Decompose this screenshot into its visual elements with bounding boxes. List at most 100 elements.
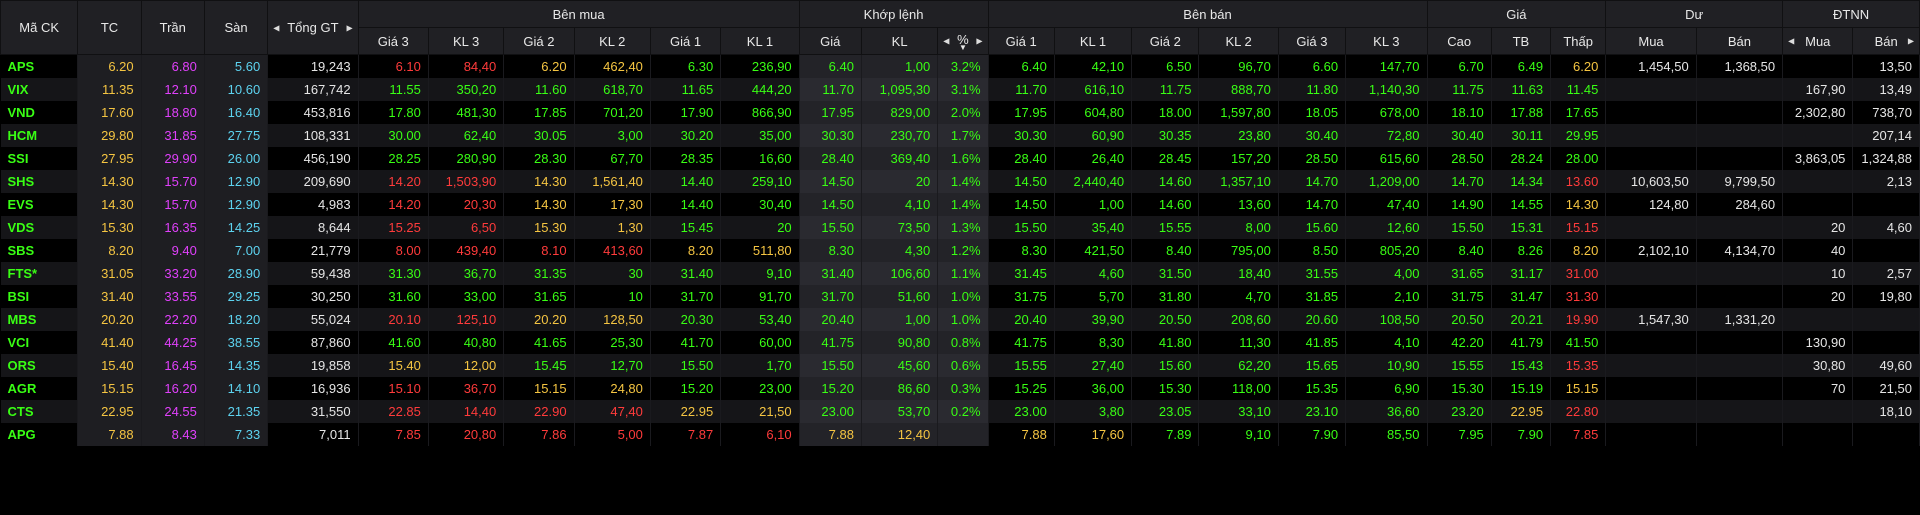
ask-cell[interactable]: 26,40 — [1054, 147, 1133, 170]
ask-cell[interactable]: 15.30 — [1131, 377, 1200, 400]
bid-cell[interactable]: 14.40 — [650, 170, 722, 193]
ask-cell[interactable]: 11,30 — [1198, 331, 1279, 354]
ask-cell[interactable]: 11.70 — [988, 78, 1055, 101]
ask-cell[interactable]: 17,60 — [1054, 423, 1133, 446]
ask-cell[interactable]: 15.60 — [1131, 354, 1200, 377]
header-price-low[interactable]: Thấp — [1550, 27, 1607, 55]
bid-cell[interactable]: 20,30 — [428, 193, 505, 216]
table-row[interactable]: BSI 31.40 33.55 29.25 30,250 31.60 33,00 31.65 1… — [0, 285, 1920, 308]
ask-cell[interactable]: 6,90 — [1345, 377, 1428, 400]
bid-cell[interactable]: 6.30 — [650, 54, 722, 78]
symbol-cell[interactable]: VND — [0, 101, 79, 124]
ask-cell[interactable]: 41.80 — [1131, 331, 1200, 354]
bid-cell[interactable]: 11.60 — [503, 78, 575, 101]
bid-cell[interactable]: 91,70 — [720, 285, 800, 308]
bid-cell[interactable]: 618,70 — [574, 78, 651, 101]
ask-cell[interactable]: 35,40 — [1054, 216, 1133, 239]
ask-cell[interactable]: 8,00 — [1198, 216, 1279, 239]
symbol-cell[interactable]: SSI — [0, 147, 79, 170]
ask-cell[interactable]: 678,00 — [1345, 101, 1428, 124]
symbol-cell[interactable]: VDS — [0, 216, 79, 239]
bid-cell[interactable]: 47,40 — [574, 400, 651, 423]
ask-cell[interactable]: 12,60 — [1345, 216, 1428, 239]
bid-cell[interactable]: 30.00 — [358, 124, 429, 147]
caret-right-icon[interactable]: ▶ — [346, 23, 353, 32]
bid-cell[interactable]: 444,20 — [720, 78, 800, 101]
ask-cell[interactable]: 7.88 — [988, 423, 1055, 446]
ask-cell[interactable]: 13,60 — [1198, 193, 1279, 216]
ask-cell[interactable]: 147,70 — [1345, 54, 1428, 78]
bid-cell[interactable]: 17,30 — [574, 193, 651, 216]
bid-cell[interactable]: 16,60 — [720, 147, 800, 170]
bid-cell[interactable]: 9,10 — [720, 262, 800, 285]
ask-cell[interactable]: 15.50 — [988, 216, 1055, 239]
bid-cell[interactable]: 17.80 — [358, 101, 429, 124]
ask-cell[interactable]: 31.55 — [1278, 262, 1347, 285]
symbol-cell[interactable]: AGR — [0, 377, 79, 400]
header-match-price[interactable]: Giá — [798, 27, 862, 55]
ask-cell[interactable]: 15.35 — [1278, 377, 1347, 400]
bid-cell[interactable]: 6.10 — [358, 54, 429, 78]
header-symbol[interactable]: Mã CK — [0, 0, 79, 55]
bid-cell[interactable]: 15.15 — [503, 377, 575, 400]
ask-cell[interactable]: 31.50 — [1131, 262, 1200, 285]
bid-cell[interactable]: 14.20 — [358, 170, 429, 193]
symbol-cell[interactable]: BSI — [0, 285, 79, 308]
header-sell-kl1[interactable]: KL 1 — [1053, 27, 1133, 55]
bid-cell[interactable]: 6,10 — [720, 423, 800, 446]
bid-cell[interactable]: 8.10 — [503, 239, 575, 262]
ask-cell[interactable]: 28.50 — [1278, 147, 1347, 170]
bid-cell[interactable]: 33,00 — [428, 285, 505, 308]
bid-cell[interactable]: 20.20 — [503, 308, 575, 331]
bid-cell[interactable]: 35,00 — [720, 124, 800, 147]
bid-cell[interactable]: 53,40 — [720, 308, 800, 331]
ask-cell[interactable]: 60,90 — [1054, 124, 1133, 147]
ask-cell[interactable]: 604,80 — [1054, 101, 1133, 124]
bid-cell[interactable]: 15.40 — [358, 354, 429, 377]
ask-cell[interactable]: 616,10 — [1054, 78, 1133, 101]
bid-cell[interactable]: 8.20 — [650, 239, 722, 262]
ask-cell[interactable]: 39,90 — [1054, 308, 1133, 331]
bid-cell[interactable]: 41.70 — [650, 331, 722, 354]
table-row[interactable]: APG 7.88 8.43 7.33 7,011 7.85 20,80 7.86 5,00 7.8… — [0, 423, 1920, 446]
bid-cell[interactable]: 280,90 — [428, 147, 505, 170]
bid-cell[interactable]: 20 — [720, 216, 800, 239]
bid-cell[interactable]: 7.87 — [650, 423, 722, 446]
ask-cell[interactable]: 85,50 — [1345, 423, 1428, 446]
bid-cell[interactable]: 62,40 — [428, 124, 505, 147]
ask-cell[interactable]: 4,60 — [1054, 262, 1133, 285]
header-price-high[interactable]: Cao — [1426, 27, 1492, 55]
bid-cell[interactable]: 15.45 — [650, 216, 722, 239]
header-sell-kl3[interactable]: KL 3 — [1345, 27, 1428, 55]
bid-cell[interactable]: 1,30 — [574, 216, 651, 239]
ask-cell[interactable]: 421,50 — [1054, 239, 1133, 262]
bid-cell[interactable]: 25,30 — [574, 331, 651, 354]
table-row[interactable]: SBS 8.20 9.40 7.00 21,779 8.00 439,40 8.10 413,6… — [0, 239, 1920, 262]
ask-cell[interactable]: 31.75 — [988, 285, 1055, 308]
ask-cell[interactable]: 31.85 — [1278, 285, 1347, 308]
ask-cell[interactable]: 18.00 — [1131, 101, 1200, 124]
bid-cell[interactable]: 28.30 — [503, 147, 575, 170]
ask-cell[interactable]: 6.60 — [1278, 54, 1347, 78]
ask-cell[interactable]: 23.05 — [1131, 400, 1200, 423]
ask-cell[interactable]: 17.95 — [988, 101, 1055, 124]
symbol-cell[interactable]: CTS — [0, 400, 79, 423]
ask-cell[interactable]: 15.25 — [988, 377, 1055, 400]
header-buy-kl3[interactable]: KL 3 — [427, 27, 505, 55]
ask-cell[interactable]: 14.70 — [1278, 170, 1347, 193]
header-buy-gia1[interactable]: Giá 1 — [649, 27, 722, 55]
ask-cell[interactable]: 795,00 — [1198, 239, 1279, 262]
ask-cell[interactable]: 6.50 — [1131, 54, 1200, 78]
bid-cell[interactable]: 22.85 — [358, 400, 429, 423]
header-sell-gia3[interactable]: Giá 3 — [1277, 27, 1347, 55]
ask-cell[interactable]: 15.55 — [1131, 216, 1200, 239]
symbol-cell[interactable]: EVS — [0, 193, 79, 216]
ask-cell[interactable]: 30.35 — [1131, 124, 1200, 147]
table-row[interactable]: EVS 14.30 15.70 12.90 4,983 14.20 20,30 14.30 17… — [0, 193, 1920, 216]
bid-cell[interactable]: 6.20 — [503, 54, 575, 78]
bid-cell[interactable]: 12,70 — [574, 354, 651, 377]
bid-cell[interactable]: 28.35 — [650, 147, 722, 170]
bid-cell[interactable]: 15.20 — [650, 377, 722, 400]
ask-cell[interactable]: 5,70 — [1054, 285, 1133, 308]
bid-cell[interactable]: 1,561,40 — [574, 170, 651, 193]
